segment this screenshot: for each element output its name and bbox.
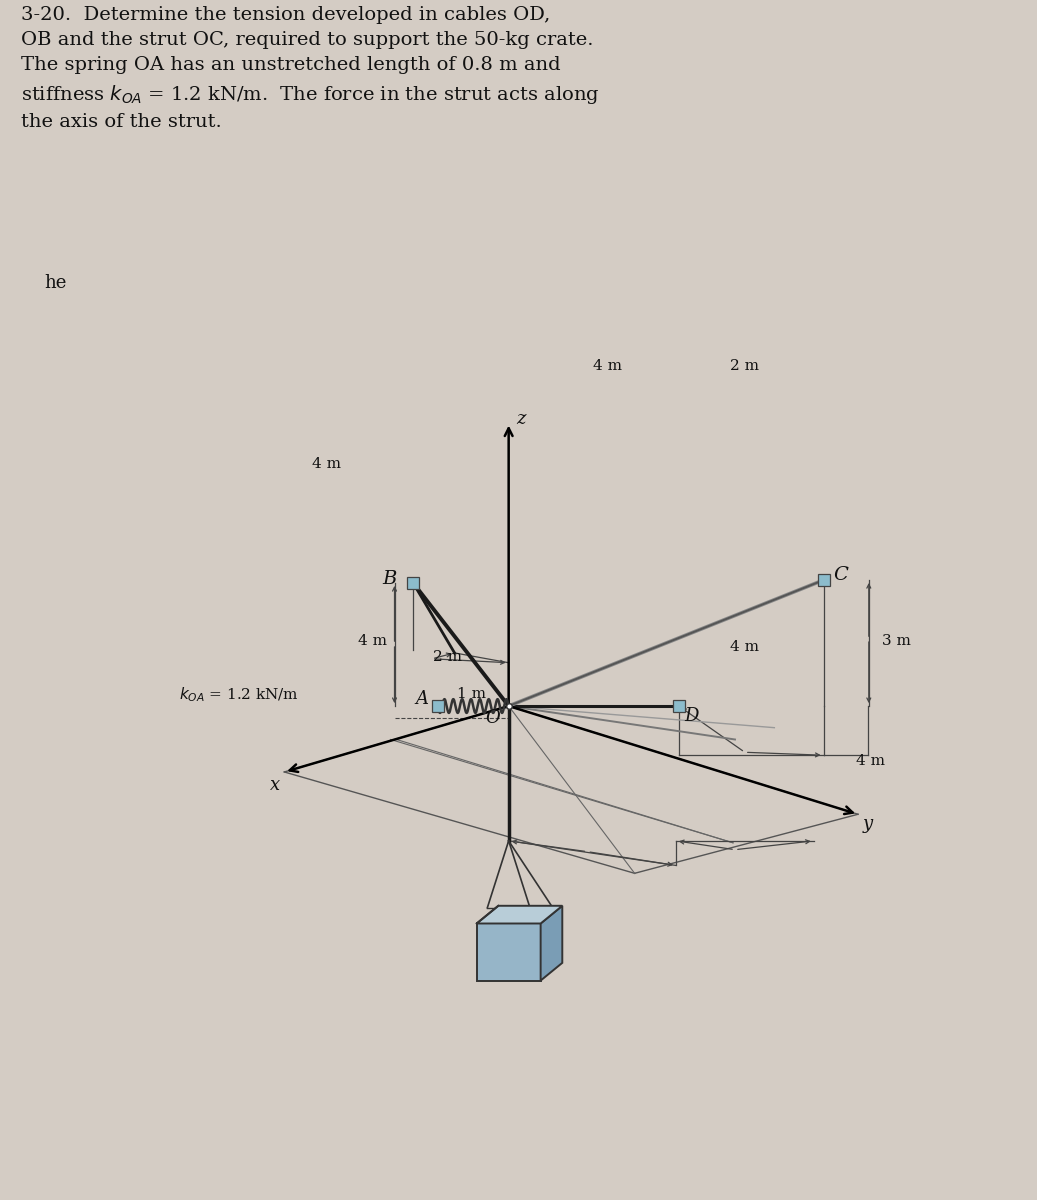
Text: y: y (863, 815, 873, 833)
Text: 4 m: 4 m (592, 359, 621, 372)
Text: $k_{OA}$ = 1.2 kN/m: $k_{OA}$ = 1.2 kN/m (179, 685, 299, 703)
Text: 1 m: 1 m (456, 688, 485, 701)
Text: 2 m: 2 m (433, 650, 463, 664)
Text: D: D (683, 707, 698, 725)
Text: 3 m: 3 m (881, 634, 910, 648)
Text: A: A (415, 690, 428, 708)
Polygon shape (477, 924, 540, 980)
Text: he: he (45, 274, 66, 292)
Text: 2 m: 2 m (730, 359, 759, 372)
Text: z: z (516, 409, 526, 427)
Text: B: B (382, 570, 396, 588)
Polygon shape (540, 906, 562, 980)
Text: 3-20.  Determine the tension developed in cables OD,
OB and the strut OC, requir: 3-20. Determine the tension developed in… (21, 6, 599, 131)
Text: 4 m: 4 m (857, 754, 886, 768)
Text: 4 m: 4 m (358, 634, 387, 648)
Text: O: O (485, 709, 500, 727)
Text: 4 m: 4 m (312, 457, 341, 470)
Polygon shape (477, 906, 562, 924)
Text: x: x (270, 775, 280, 793)
Text: 4 m: 4 m (730, 640, 759, 654)
Text: C: C (834, 566, 848, 584)
